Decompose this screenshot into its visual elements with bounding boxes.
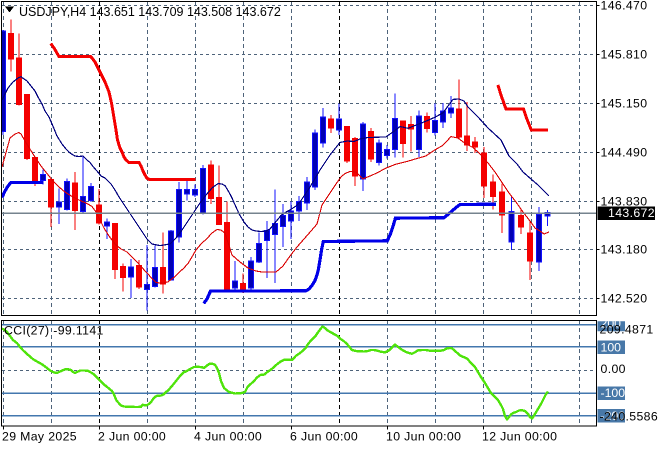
svg-text:6 Jun 00:00: 6 Jun 00:00 <box>290 430 358 444</box>
svg-text:4 Jun 00:00: 4 Jun 00:00 <box>194 430 262 444</box>
svg-text:USDJPY,H4 143.651 143.709 143: USDJPY,H4 143.651 143.709 143.508 143.67… <box>19 5 281 19</box>
svg-text:146.470: 146.470 <box>601 0 648 13</box>
svg-text:0.00: 0.00 <box>601 362 626 376</box>
svg-text:-200: -200 <box>601 409 626 423</box>
svg-text:142.520: 142.520 <box>601 292 648 306</box>
svg-text:143.830: 143.830 <box>601 195 648 209</box>
svg-text:200: 200 <box>601 316 622 330</box>
svg-text:145.810: 145.810 <box>601 48 648 62</box>
svg-text:143.180: 143.180 <box>601 243 648 257</box>
svg-text:209.4871: 209.4871 <box>600 322 654 336</box>
svg-text:-240.5586: -240.5586 <box>600 409 659 423</box>
svg-text:145.150: 145.150 <box>601 97 648 111</box>
svg-text:144.490: 144.490 <box>601 146 648 160</box>
svg-text:29 May 2025: 29 May 2025 <box>2 430 77 444</box>
svg-text:12 Jun 00:00: 12 Jun 00:00 <box>482 430 557 444</box>
svg-text:100: 100 <box>601 340 622 354</box>
svg-text:-100: -100 <box>601 386 626 400</box>
svg-text:143.672: 143.672 <box>608 206 655 220</box>
svg-text:CCI(27) -99.1141: CCI(27) -99.1141 <box>4 324 104 338</box>
svg-text:10 Jun 00:00: 10 Jun 00:00 <box>386 430 461 444</box>
svg-text:2 Jun 00:00: 2 Jun 00:00 <box>98 430 166 444</box>
